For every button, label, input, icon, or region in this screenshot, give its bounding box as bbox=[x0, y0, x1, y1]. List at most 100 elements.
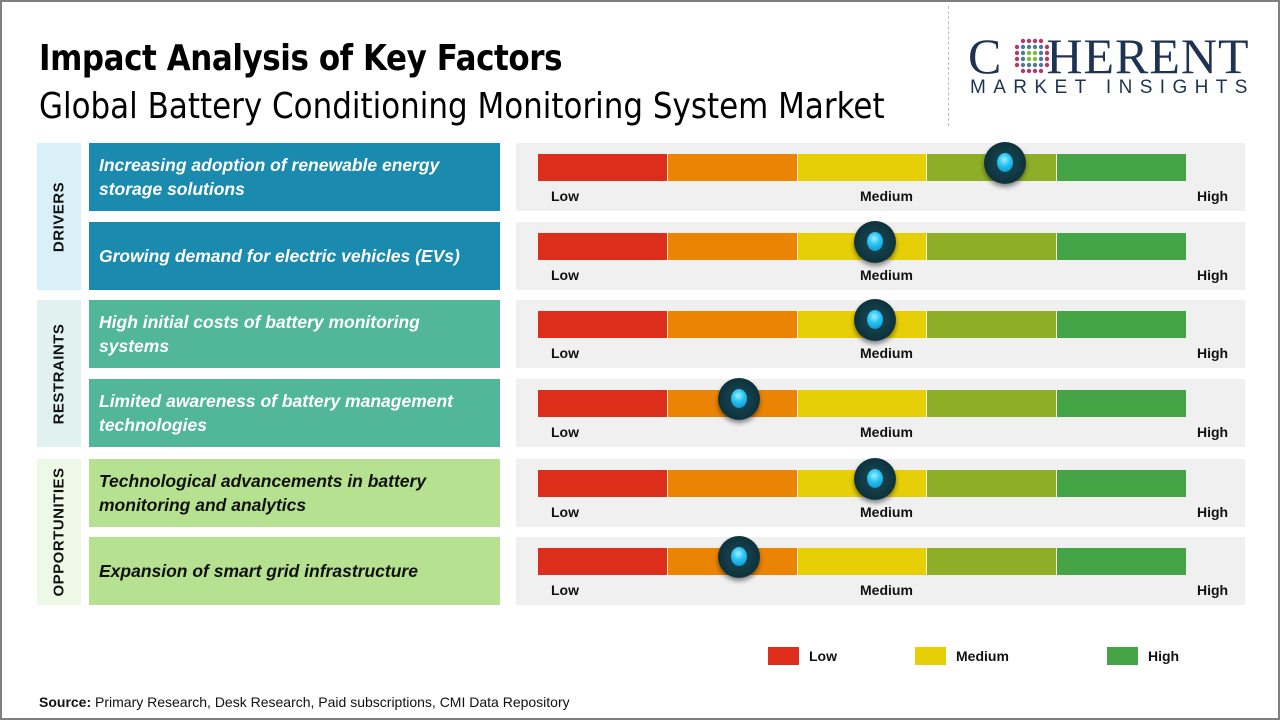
divider-line bbox=[948, 6, 949, 126]
globe-dot bbox=[1032, 44, 1038, 50]
globe-dot bbox=[1038, 38, 1044, 44]
scale-label-high: High bbox=[1197, 267, 1229, 283]
gauge-segment-2 bbox=[667, 233, 798, 260]
scale-label-low: Low bbox=[551, 582, 579, 598]
page-title: Impact Analysis of Key Factors bbox=[39, 38, 563, 79]
gauge-segment-4 bbox=[927, 311, 1058, 338]
scale-label-low: Low bbox=[551, 267, 579, 283]
legend-label-high: High bbox=[1148, 648, 1180, 664]
logo-letter-c: C bbox=[968, 28, 1003, 84]
category-label: OPPORTUNITIES bbox=[50, 467, 68, 597]
gauge-bar bbox=[538, 548, 1186, 575]
gauge-segment-5 bbox=[1057, 233, 1186, 260]
gauge-segment-1 bbox=[538, 311, 668, 338]
scale-label-low: Low bbox=[551, 188, 579, 204]
gauge-segment-2 bbox=[667, 470, 798, 497]
globe-dot bbox=[1044, 50, 1050, 56]
legend-swatch-high bbox=[1107, 647, 1138, 665]
globe-dot bbox=[1038, 68, 1044, 74]
gauge-segment-4 bbox=[927, 233, 1058, 260]
impact-gauge: Low Medium High bbox=[516, 142, 1245, 211]
globe-dot bbox=[1014, 50, 1020, 56]
gauge-segment-3 bbox=[797, 154, 928, 181]
impact-indicator-knob bbox=[717, 378, 760, 420]
gauge-segment-3 bbox=[797, 390, 928, 417]
globe-dot bbox=[1032, 38, 1038, 44]
globe-dot bbox=[1026, 56, 1032, 62]
scale-label-high: High bbox=[1197, 582, 1229, 598]
factor-label: Increasing adoption of renewable energy … bbox=[89, 143, 500, 211]
gauge-bar bbox=[538, 311, 1186, 338]
gauge-segment-5 bbox=[1057, 548, 1186, 575]
globe-dot bbox=[1020, 68, 1026, 74]
globe-dot bbox=[1026, 68, 1032, 74]
gauge-segment-5 bbox=[1057, 311, 1186, 338]
globe-dot bbox=[1044, 44, 1050, 50]
globe-dot bbox=[1020, 50, 1026, 56]
impact-gauge: Low Medium High bbox=[516, 458, 1245, 527]
category-restraints: RESTRAINTS bbox=[37, 300, 81, 447]
page-subtitle: Global Battery Conditioning Monitoring S… bbox=[39, 86, 885, 127]
impact-indicator-knob bbox=[717, 536, 760, 578]
globe-dot bbox=[1014, 44, 1020, 50]
impact-indicator-knob bbox=[983, 142, 1026, 184]
globe-dot bbox=[1038, 56, 1044, 62]
globe-dot bbox=[1020, 62, 1026, 68]
gauge-segment-1 bbox=[538, 390, 668, 417]
globe-dot bbox=[1020, 44, 1026, 50]
globe-dot bbox=[1032, 56, 1038, 62]
globe-dot bbox=[1026, 50, 1032, 56]
scale-label-low: Low bbox=[551, 504, 579, 520]
legend-item-low: Low bbox=[768, 647, 837, 665]
gauge-segment-4 bbox=[927, 548, 1058, 575]
impact-gauge: Low Medium High bbox=[516, 221, 1245, 290]
logo-tagline: MARKET INSIGHTS bbox=[970, 77, 1255, 98]
scale-label-medium: Medium bbox=[860, 582, 913, 598]
gauge-segment-4 bbox=[927, 470, 1058, 497]
factor-label: Technological advancements in battery mo… bbox=[89, 459, 500, 527]
globe-dot bbox=[1014, 62, 1020, 68]
legend-label-medium: Medium bbox=[956, 648, 1009, 664]
scale-label-low: Low bbox=[551, 345, 579, 361]
gauge-segment-2 bbox=[667, 154, 798, 181]
scale-label-medium: Medium bbox=[860, 424, 913, 440]
impact-gauge: Low Medium High bbox=[516, 378, 1245, 447]
source-label: Source: bbox=[39, 694, 92, 710]
impact-indicator-knob bbox=[853, 299, 896, 341]
factor-label: Expansion of smart grid infrastructure bbox=[89, 537, 500, 605]
globe-dot bbox=[1044, 56, 1050, 62]
logo-letters-herent: HERENT bbox=[1046, 28, 1250, 84]
legend-item-medium: Medium bbox=[915, 647, 1009, 665]
gauge-segment-1 bbox=[538, 154, 668, 181]
gauge-segment-4 bbox=[927, 390, 1058, 417]
factor-label: Limited awareness of battery management … bbox=[89, 379, 500, 447]
gauge-segment-5 bbox=[1057, 390, 1186, 417]
globe-dot bbox=[1038, 62, 1044, 68]
globe-dot bbox=[1020, 56, 1026, 62]
globe-dot bbox=[1044, 62, 1050, 68]
category-drivers: DRIVERS bbox=[37, 143, 81, 290]
globe-dot bbox=[1032, 62, 1038, 68]
globe-dot bbox=[1020, 38, 1026, 44]
scale-label-medium: Medium bbox=[860, 267, 913, 283]
globe-dot bbox=[1026, 44, 1032, 50]
scale-label-high: High bbox=[1197, 424, 1229, 440]
globe-dots-icon bbox=[1014, 38, 1050, 74]
globe-dot bbox=[1026, 62, 1032, 68]
gauge-segment-1 bbox=[538, 548, 668, 575]
impact-gauge: Low Medium High bbox=[516, 536, 1245, 605]
gauge-bar bbox=[538, 390, 1186, 417]
gauge-segment-3 bbox=[797, 548, 928, 575]
globe-dot bbox=[1032, 50, 1038, 56]
scale-label-high: High bbox=[1197, 345, 1229, 361]
globe-dot bbox=[1032, 68, 1038, 74]
source-note: Source: Primary Research, Desk Research,… bbox=[39, 694, 570, 710]
gauge-segment-1 bbox=[538, 470, 668, 497]
scale-label-high: High bbox=[1197, 188, 1229, 204]
factor-label: Growing demand for electric vehicles (EV… bbox=[89, 222, 500, 290]
impact-indicator-knob bbox=[853, 221, 896, 263]
logo-wordmark: C HERENT bbox=[968, 30, 1250, 82]
legend-item-high: High bbox=[1107, 647, 1179, 665]
gauge-bar bbox=[538, 233, 1186, 260]
